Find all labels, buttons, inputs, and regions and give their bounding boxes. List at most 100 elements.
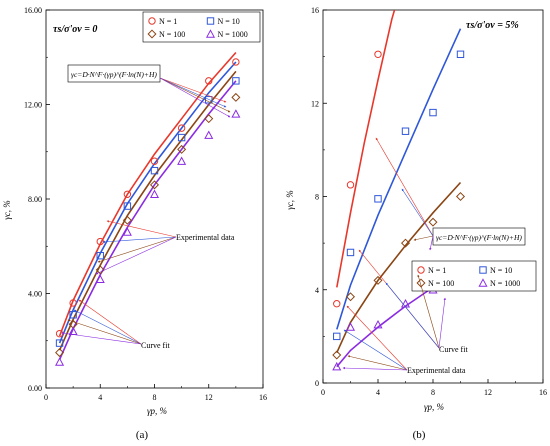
panel-a-equation-leader [159,77,227,103]
panel-b-y-tick-label: 0 [315,379,319,388]
panel-a-legend-marker-n10 [206,17,215,25]
panel-b-point-n10 [401,127,410,135]
panel-a-legend-label-n1: N = 1 [159,17,177,26]
panel-a-point-n100 [149,180,160,190]
panel-b-y-tick-label: 8 [315,193,319,202]
panel-a-curve-fit-leader [67,319,142,345]
panel-b-curve-fit-leader [438,297,446,349]
panel-a-legend-label-n10: N = 10 [218,17,240,26]
panel-a-xlabel: γp, % [147,406,167,416]
panel-a-experimental-leader [102,236,177,244]
panel-a-point-n100 [55,348,65,358]
panel-b-curve-fit-label: Curve fit [439,345,468,354]
panel-a-condition-label: τs/σ'ov = 0 [53,24,97,35]
panel-a-point-n100 [177,144,187,154]
panel-b-point-n10 [374,195,382,203]
panel-a-point-n1 [177,124,186,132]
panel-b-x-tick-label: 16 [539,388,547,397]
panel-a-point-n100 [122,215,132,225]
panel-b-experimental-leader [346,305,408,371]
panel-b-point-n1000 [373,319,383,329]
panel-a-point-n10 [96,252,104,260]
panel-b-legend-label-n1: N = 1 [428,266,446,275]
panel-a-curve-fit-leader [61,332,142,345]
panel-b-legend-marker-n1000 [478,278,488,287]
panel-a-point-n1 [150,157,159,165]
panel-a-legend-label-n1000: N = 1000 [218,30,248,39]
panel-b-point-n1000 [345,322,356,331]
panel-b-curve-fit-leader [417,274,440,349]
panel-a-fit-line-n100 [58,70,237,351]
panel-b-point-n10 [456,50,465,58]
panel-a-legend-label-n100: N = 100 [159,30,185,39]
panel-a-legend-marker-n1000 [205,29,216,38]
panel-a-ylabel: γc, % [2,200,12,220]
panel-a: 0 4 8 12 16 0.00 4.00 8.00 12.00 16.00 τs/σ'ov = … [2,6,267,441]
panel-b-point-n100 [332,350,342,360]
panel-b-y-tick-label: 4 [315,286,319,295]
panel-a-equation-leader [159,77,231,118]
panel-b-label: (b) [413,429,426,441]
panel-b-legend-label-n10: N = 10 [490,266,512,275]
panel-a-y-tick-label: 16.00 [24,6,42,15]
panel-b-y-tick-label: 16 [311,6,319,15]
panel-b-point-n1 [374,50,382,58]
panel-a-y-tick-label: 12.00 [24,101,42,110]
panel-b-equation-leader [401,188,434,237]
panel-a-point-n1000 [68,326,78,335]
panel-b-experimental-leader [342,366,408,371]
panel-b-equation-label: γc=D·N^F·(γp)^(F·ln(N)+H) [436,233,522,242]
panel-a-legend-marker-n1 [148,17,156,25]
panel-b-fit-line-n10 [336,28,462,330]
panel-a-x-tick-label: 8 [153,393,157,402]
panel-b-fit-line-n1 [336,10,396,288]
panel-a-point-n100 [204,114,214,124]
panel-a-legend-marker-n100 [147,29,157,39]
panel-a-point-n10 [205,96,213,104]
panel-a-fit-line-n1000 [58,80,237,360]
panel-a-label: (a) [136,429,149,441]
panel-a-point-n10 [150,166,159,175]
panel-a-curve-fit-label: Curve fit [141,341,170,350]
panel-a-experimental-leader [106,220,177,238]
annotation-leaders [61,77,446,371]
panel-a-experimental-leader [97,236,177,263]
panel-b-x-tick-label: 4 [376,388,380,397]
panel-a-fit-line-n1 [58,51,237,337]
panel-b-x-tick-label: 12 [484,388,492,397]
panel-b-ticks: 0 4 8 12 16 0 4 8 12 16 [311,6,547,397]
panel-b-legend: N = 1 N = 10 N = 100 N = 1000 [411,260,537,292]
panel-a-point-n1 [69,299,77,307]
panel-a-x-tick-label: 0 [44,393,48,402]
panel-b-legend-box [411,260,537,292]
panel-a-point-n1000 [55,357,65,366]
panel-b-condition-label: τs/σ'ov = 5% [466,20,519,31]
panel-b-point-n10 [429,108,437,117]
panel-b-legend-label-n1000: N = 1000 [490,279,520,288]
panel-a-point-n10 [55,339,64,347]
panel-a-point-n1000 [95,274,105,284]
panel-b-point-n10 [333,332,341,341]
panel-b-point-n100 [455,191,466,202]
panel-a-equation-leader [159,77,227,108]
panel-a-equation-leader [159,77,231,113]
panel-a-experimental-leader [95,236,177,275]
panel-b-experimental-label: Experimental data [407,366,466,375]
panel-a-point-n10 [232,77,240,85]
panel-a-point-n10 [69,311,77,319]
panel-b-point-n100 [373,275,383,285]
panel-b-ylabel: γc, % [285,190,295,210]
panel-a-point-n1000 [204,130,214,139]
panel-b-point-n1 [346,181,355,189]
panel-a-point-n10 [177,133,186,142]
panel-a-curve-fit-leader [78,299,142,345]
panel-b-x-tick-label: 8 [431,388,435,397]
panel-a-y-tick-label: 8.00 [28,195,42,204]
panel-a-point-n100 [231,92,241,102]
panel-a-point-n1 [205,77,213,85]
panel-a-point-n1000 [122,227,132,236]
panel-a-point-n1 [123,190,132,198]
panel-a-experimental-label: Experimental data [176,233,235,242]
